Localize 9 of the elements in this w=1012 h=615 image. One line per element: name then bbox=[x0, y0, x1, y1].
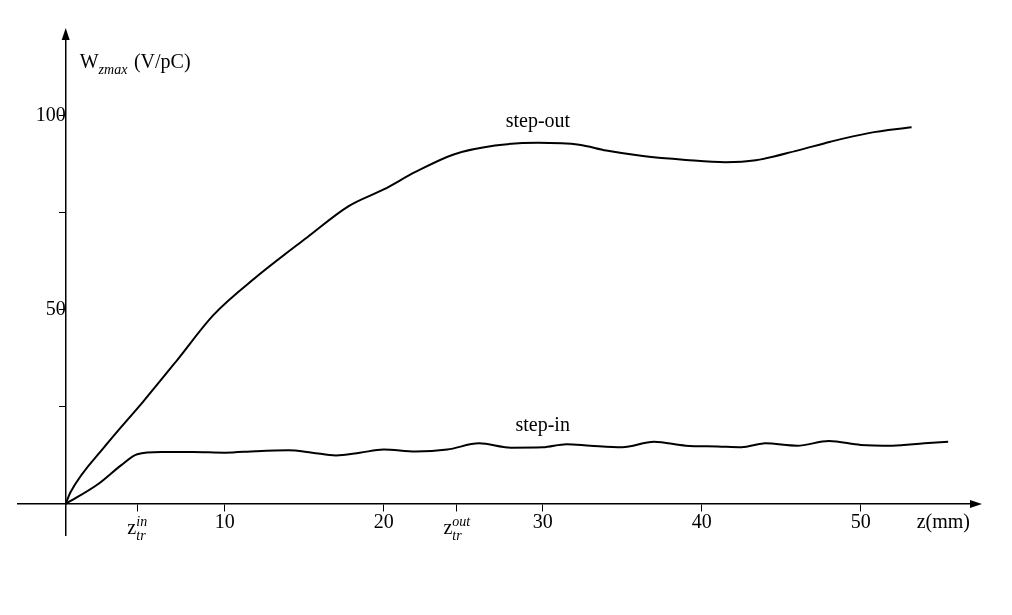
series-label: step-out bbox=[505, 108, 571, 132]
x-tick-label: 40 bbox=[691, 509, 712, 532]
x-tick-label: 10 bbox=[214, 509, 235, 532]
x-tick-label: 50 bbox=[850, 509, 871, 532]
x-axis-title: z(mm) bbox=[916, 509, 970, 533]
x-tick-label: 30 bbox=[532, 509, 553, 532]
series-label: step-in bbox=[515, 413, 570, 437]
x-tick-label: 20 bbox=[373, 509, 394, 532]
y-tick-label: 100 bbox=[35, 102, 66, 125]
